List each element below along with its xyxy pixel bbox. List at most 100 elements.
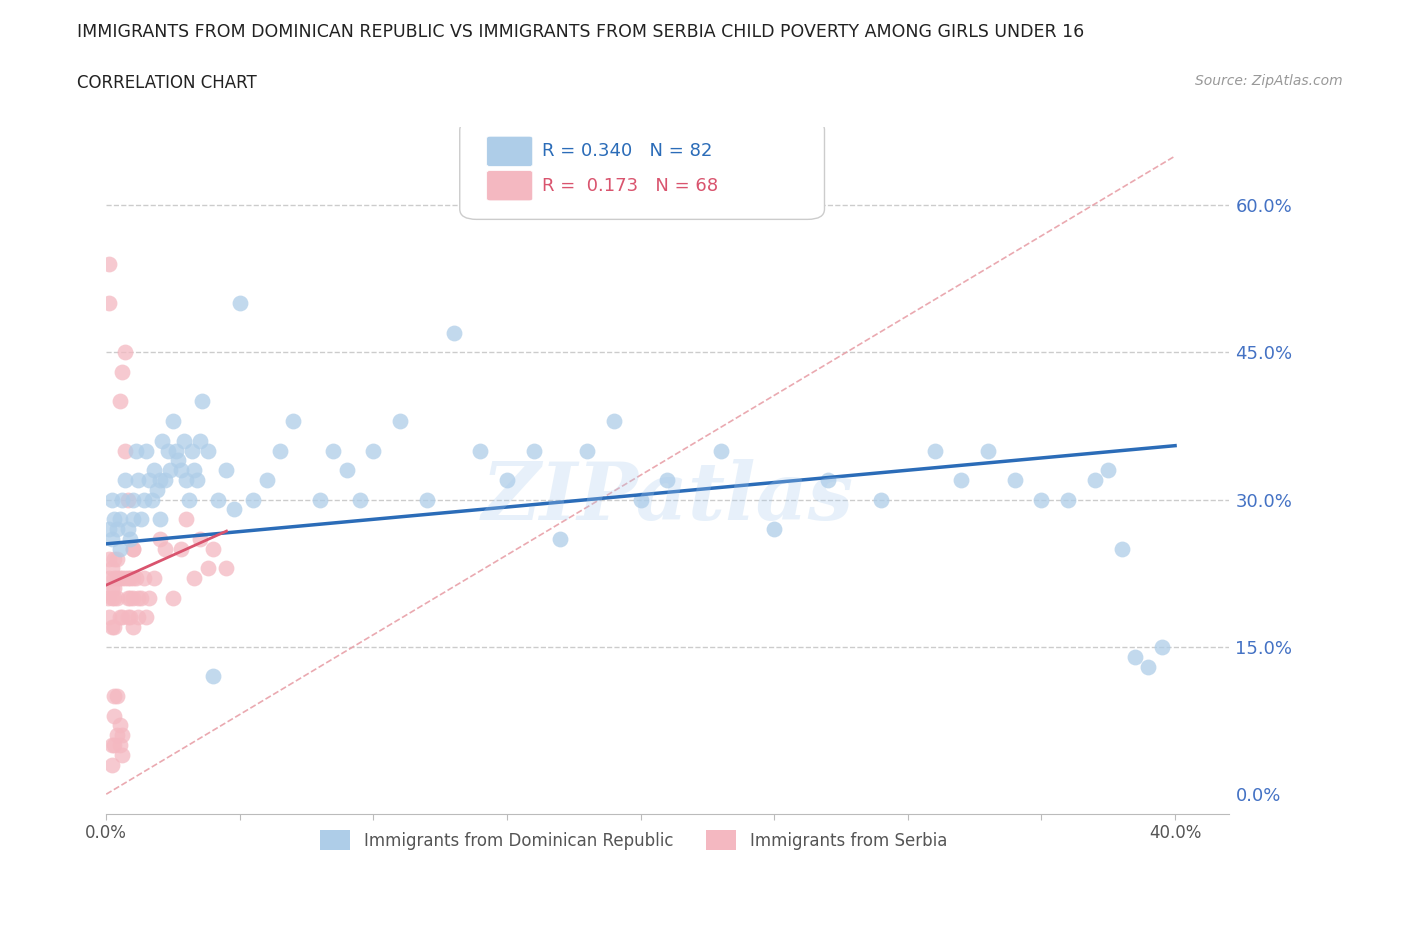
Point: [336, 463, 359, 478]
Point: [138, 472, 160, 487]
Point: [550, 532, 572, 547]
Point: [117, 591, 139, 605]
FancyBboxPatch shape: [486, 136, 533, 166]
Point: [108, 610, 131, 625]
Point: [108, 718, 131, 733]
Point: [141, 492, 163, 507]
Point: [322, 443, 344, 458]
Point: [1084, 472, 1107, 487]
Point: [105, 591, 128, 605]
Point: [1150, 640, 1173, 655]
Point: [97, 551, 120, 566]
Point: [108, 394, 131, 409]
Text: IMMIGRANTS FROM DOMINICAN REPUBLIC VS IMMIGRANTS FROM SERBIA CHILD POVERTY AMONG: IMMIGRANTS FROM DOMINICAN REPUBLIC VS IM…: [77, 23, 1084, 41]
Point: [103, 709, 125, 724]
Point: [105, 688, 128, 703]
Text: R = 0.340   N = 82: R = 0.340 N = 82: [541, 142, 711, 160]
Point: [105, 551, 128, 566]
Point: [173, 433, 195, 448]
Point: [1137, 659, 1160, 674]
Point: [114, 345, 136, 360]
Point: [657, 472, 679, 487]
Point: [127, 591, 149, 605]
Point: [135, 443, 157, 458]
Point: [153, 472, 176, 487]
Point: [103, 512, 125, 526]
Point: [229, 296, 252, 311]
Point: [129, 512, 152, 526]
Point: [153, 541, 176, 556]
Point: [122, 541, 145, 556]
Point: [120, 571, 142, 586]
Point: [224, 502, 246, 517]
Point: [108, 571, 131, 586]
Point: [122, 571, 145, 586]
Point: [122, 512, 145, 526]
Point: [103, 591, 125, 605]
Point: [576, 443, 599, 458]
Point: [120, 610, 142, 625]
Point: [1057, 492, 1080, 507]
Point: [111, 748, 134, 763]
Point: [129, 591, 152, 605]
Point: [117, 522, 139, 537]
Point: [870, 492, 893, 507]
Point: [1123, 649, 1146, 664]
Point: [149, 532, 172, 547]
Point: [188, 433, 211, 448]
Point: [817, 472, 839, 487]
Point: [197, 443, 219, 458]
Point: [114, 443, 136, 458]
Point: [117, 571, 139, 586]
Point: [117, 610, 139, 625]
Point: [309, 492, 332, 507]
Point: [111, 492, 134, 507]
Point: [105, 728, 128, 743]
Point: [496, 472, 519, 487]
Point: [105, 522, 128, 537]
Point: [188, 532, 211, 547]
Point: [132, 492, 155, 507]
Point: [105, 571, 128, 586]
Point: [111, 728, 134, 743]
Point: [202, 669, 225, 684]
Point: [111, 365, 134, 379]
Point: [100, 492, 122, 507]
Point: [177, 492, 200, 507]
Point: [117, 492, 139, 507]
Point: [523, 443, 546, 458]
Point: [100, 737, 122, 752]
Point: [256, 472, 278, 487]
Point: [103, 551, 125, 566]
Point: [143, 571, 166, 586]
Point: [122, 541, 145, 556]
Point: [207, 492, 229, 507]
Point: [183, 571, 205, 586]
Point: [100, 580, 122, 595]
Point: [120, 532, 142, 547]
Point: [470, 443, 492, 458]
Point: [143, 463, 166, 478]
Point: [149, 472, 172, 487]
Point: [114, 472, 136, 487]
Point: [924, 443, 946, 458]
Point: [122, 620, 145, 635]
Point: [162, 591, 184, 605]
Point: [363, 443, 385, 458]
Point: [103, 580, 125, 595]
Point: [170, 541, 193, 556]
Point: [146, 483, 169, 498]
Point: [100, 591, 122, 605]
Point: [127, 472, 149, 487]
Point: [710, 443, 733, 458]
Point: [100, 620, 122, 635]
Point: [97, 522, 120, 537]
Point: [97, 257, 120, 272]
Point: [215, 463, 238, 478]
Point: [186, 472, 208, 487]
Point: [191, 394, 214, 409]
Point: [283, 414, 305, 429]
Point: [120, 591, 142, 605]
Point: [132, 571, 155, 586]
Point: [159, 463, 181, 478]
